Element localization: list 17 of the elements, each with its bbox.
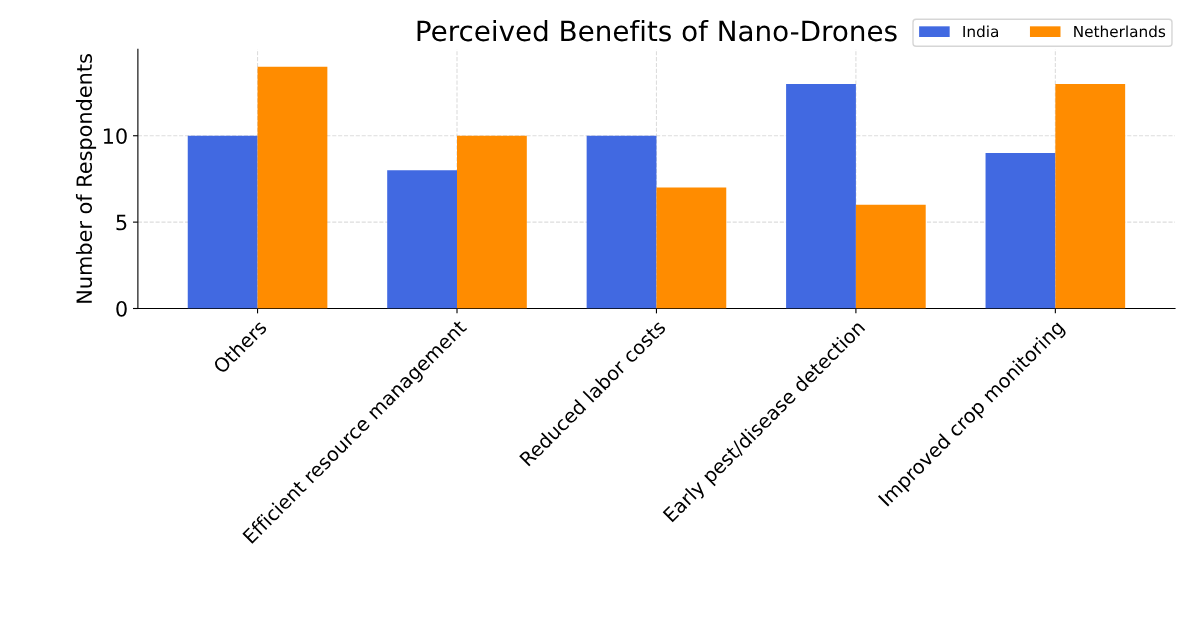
- y-axis-title: Number of Respondents: [75, 54, 97, 303]
- bar: [656, 187, 727, 309]
- bar: [985, 153, 1056, 309]
- legend-label: India: [963, 25, 998, 38]
- bar: [586, 135, 657, 309]
- bar: [786, 83, 856, 309]
- bar: [257, 66, 328, 309]
- legend-label: Netherlands: [1074, 25, 1166, 38]
- bar: [855, 204, 926, 309]
- y-tick-label: 0: [116, 300, 127, 317]
- y-tick-label: 5: [116, 214, 127, 231]
- bar: [457, 135, 527, 309]
- bar: [1055, 83, 1126, 309]
- chart-title: Perceived Benefits of Nano-Drones: [417, 19, 897, 42]
- bar: [387, 170, 457, 309]
- y-tick-label: 10: [103, 128, 127, 144]
- bar: [187, 135, 258, 309]
